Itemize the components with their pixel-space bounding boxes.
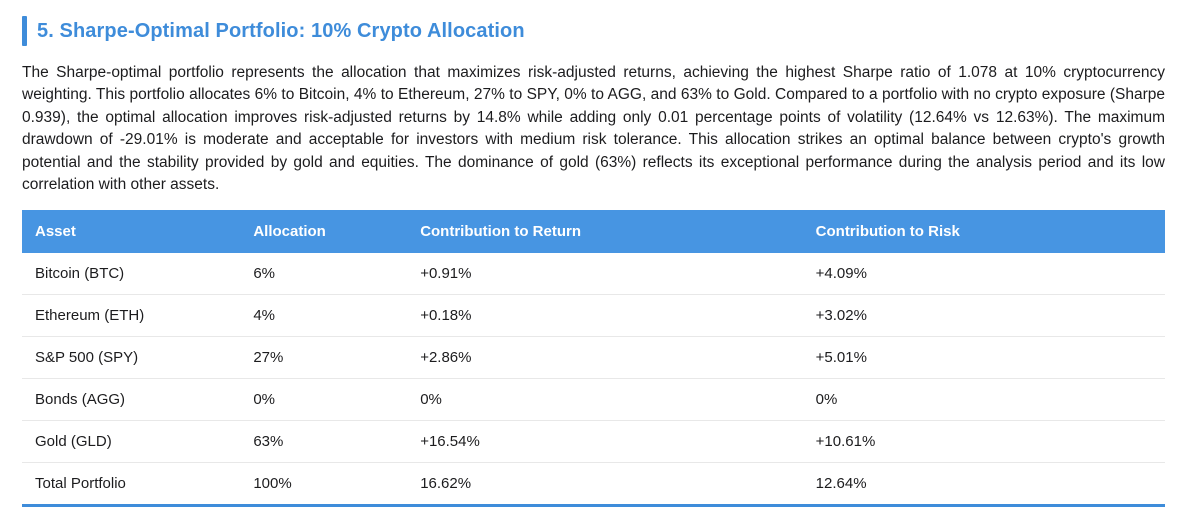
cell-contribution-return: +0.91% (420, 265, 472, 283)
table-row: Ethereum (ETH) 4% +0.18% +3.02% (22, 294, 1165, 337)
table-row: Gold (GLD) 63% +16.54% +10.61% (22, 420, 1165, 463)
cell-contribution-risk: +5.01% (802, 336, 1165, 379)
section-title: 5. Sharpe-Optimal Portfolio: 10% Crypto … (37, 20, 525, 42)
section-paragraph: The Sharpe-optimal portfolio represents … (22, 64, 1165, 194)
portfolio-allocation-table: Asset Allocation Contribution to Return … (22, 210, 1165, 508)
cell-allocation: 63% (240, 420, 408, 463)
cell-asset: Gold (GLD) (22, 420, 241, 463)
cell-allocation: 27% (240, 336, 408, 379)
table-header-row: Asset Allocation Contribution to Return … (22, 210, 1165, 254)
column-header-contribution-return: Contribution to Return (407, 210, 803, 254)
cell-asset: S&P 500 (SPY) (22, 336, 241, 379)
table-row: S&P 500 (SPY) 27% +2.86% +5.01% (22, 336, 1165, 379)
section-heading: 5. Sharpe-Optimal Portfolio: 10% Crypto … (22, 16, 1165, 46)
table-row: Bitcoin (BTC) 6% +0.91% +4.09% (22, 253, 1165, 295)
cell-contribution-risk: +4.09% (815, 265, 867, 283)
cell-asset: Bitcoin (BTC) (35, 265, 125, 283)
cell-contribution-return: +2.86% (407, 336, 803, 379)
cell-allocation: 4% (240, 294, 408, 337)
cell-allocation: 100% (240, 462, 408, 506)
cell-asset: Ethereum (ETH) (22, 294, 241, 337)
table-row-total: Total Portfolio 100% 16.62% 12.64% (22, 462, 1165, 506)
cell-contribution-risk: 12.64% (802, 462, 1165, 506)
cell-asset: Bonds (AGG) (22, 378, 241, 421)
cell-contribution-return: +16.54% (407, 420, 803, 463)
cell-contribution-risk: 0% (802, 378, 1165, 421)
cell-allocation: 6% (253, 265, 275, 283)
cell-contribution-risk: +3.02% (802, 294, 1165, 337)
cell-contribution-return: 0% (407, 378, 803, 421)
cell-asset: Total Portfolio (22, 462, 241, 506)
column-header-asset: Asset (22, 210, 241, 254)
column-header-contribution-risk: Contribution to Risk (802, 210, 1165, 254)
table-row: Bonds (AGG) 0% 0% 0% (22, 378, 1165, 421)
column-header-allocation: Allocation (240, 210, 408, 254)
cell-allocation: 0% (240, 378, 408, 421)
cell-contribution-return: +0.18% (407, 294, 803, 337)
cell-contribution-return: 16.62% (407, 462, 803, 506)
cell-contribution-risk: +10.61% (802, 420, 1165, 463)
heading-accent-bar (22, 16, 27, 46)
